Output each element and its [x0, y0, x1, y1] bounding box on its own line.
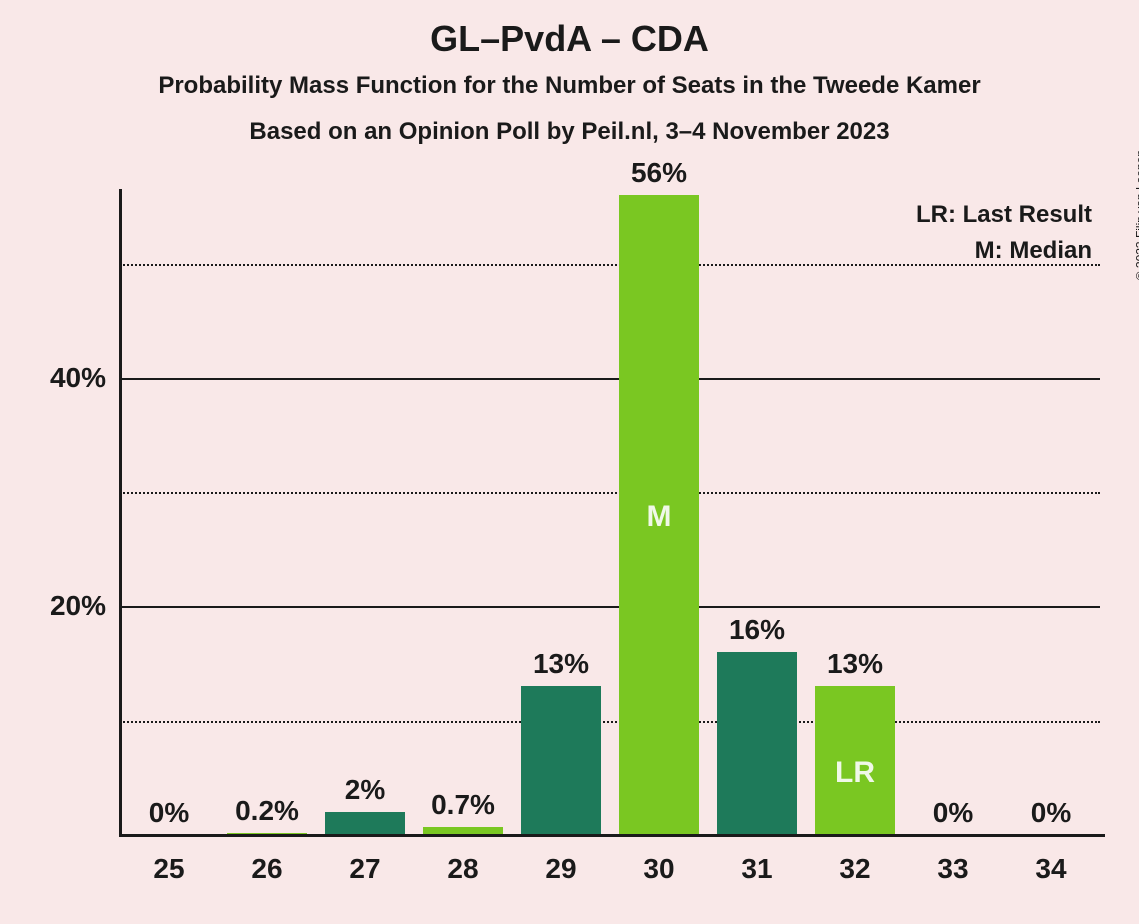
- x-axis-tick-label: 32: [839, 853, 870, 885]
- copyright-text: © 2023 Filip van Laenen: [1133, 150, 1139, 280]
- bar-value-label: 0%: [149, 797, 189, 829]
- x-axis-tick-label: 30: [643, 853, 674, 885]
- y-axis: [119, 189, 122, 835]
- x-axis-tick-label: 28: [447, 853, 478, 885]
- bar-value-label: 13%: [827, 648, 883, 680]
- x-axis-tick-label: 26: [251, 853, 282, 885]
- x-axis-tick-label: 25: [153, 853, 184, 885]
- x-axis-tick-label: 33: [937, 853, 968, 885]
- x-axis-tick-label: 31: [741, 853, 772, 885]
- bar-inner-label: M: [647, 500, 672, 534]
- bar-value-label: 0%: [933, 797, 973, 829]
- bar: [521, 686, 601, 835]
- gridline: [120, 378, 1100, 380]
- chart-subtitle-2: Based on an Opinion Poll by Peil.nl, 3–4…: [0, 118, 1139, 146]
- bar-value-label: 0.2%: [235, 795, 299, 827]
- legend-lr: LR: Last Result: [916, 201, 1092, 229]
- bar-value-label: 0%: [1031, 797, 1071, 829]
- bar-value-label: 0.7%: [431, 789, 495, 821]
- bar: [325, 812, 405, 835]
- gridline: [120, 492, 1100, 494]
- gridline: [120, 606, 1100, 608]
- x-axis-tick-label: 34: [1035, 853, 1066, 885]
- x-axis-tick-label: 27: [349, 853, 380, 885]
- legend-m: M: Median: [975, 237, 1092, 265]
- chart-subtitle-1: Probability Mass Function for the Number…: [0, 72, 1139, 100]
- gridline: [120, 264, 1100, 266]
- bar: [717, 652, 797, 835]
- plot-area: 20%40%0%250.2%262%270.7%2813%2956%M3016%…: [120, 195, 1100, 835]
- y-axis-tick-label: 40%: [50, 362, 106, 394]
- bar-value-label: 2%: [345, 774, 385, 806]
- x-axis: [119, 834, 1105, 837]
- bar-value-label: 56%: [631, 157, 687, 189]
- bar-value-label: 16%: [729, 614, 785, 646]
- bar-value-label: 13%: [533, 648, 589, 680]
- gridline: [120, 721, 1100, 723]
- x-axis-tick-label: 29: [545, 853, 576, 885]
- bar-inner-label: LR: [835, 756, 875, 790]
- y-axis-tick-label: 20%: [50, 590, 106, 622]
- chart-title: GL–PvdA – CDA: [0, 18, 1139, 60]
